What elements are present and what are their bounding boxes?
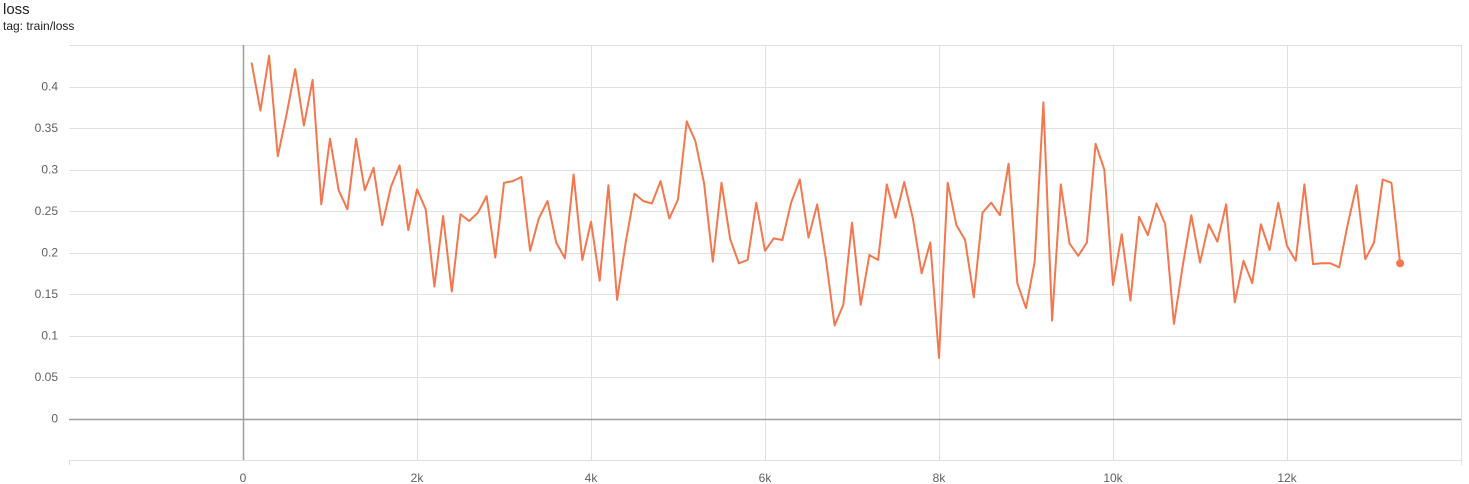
x-tick-label: 4k bbox=[585, 471, 599, 484]
x-tick-label: 10k bbox=[1103, 471, 1123, 484]
grid-lines bbox=[69, 45, 1462, 461]
chart-title: loss bbox=[3, 1, 30, 18]
x-tick-label: 0 bbox=[240, 471, 247, 484]
y-tick-label: 0.1 bbox=[41, 329, 58, 343]
x-tick-label: 8k bbox=[933, 471, 947, 484]
x-tick-label: 6k bbox=[759, 471, 773, 484]
tick-labels: 0 2k 4k 6k 8k 10k 12k 0 0.05 0.1 0.15 0.2 0.25 0.3 0.3… bbox=[35, 80, 1298, 484]
y-tick-label: 0.35 bbox=[35, 121, 59, 135]
series-end-point[interactable] bbox=[1396, 259, 1405, 268]
y-tick-label: 0.25 bbox=[35, 204, 59, 218]
y-tick-label: 0.05 bbox=[35, 370, 59, 384]
y-tick-label: 0.15 bbox=[35, 287, 59, 301]
chart-subtitle: tag: train/loss bbox=[3, 19, 75, 33]
x-tick-label: 2k bbox=[411, 471, 425, 484]
series-line[interactable] bbox=[250, 54, 1402, 359]
x-tick-label: 12k bbox=[1277, 471, 1297, 484]
y-tick-label: 0.2 bbox=[41, 246, 58, 260]
y-tick-label: 0 bbox=[51, 412, 58, 426]
axes bbox=[69, 45, 1462, 465]
y-tick-label: 0.4 bbox=[41, 80, 58, 94]
y-tick-label: 0.3 bbox=[41, 163, 58, 177]
series-layer bbox=[250, 54, 1405, 359]
